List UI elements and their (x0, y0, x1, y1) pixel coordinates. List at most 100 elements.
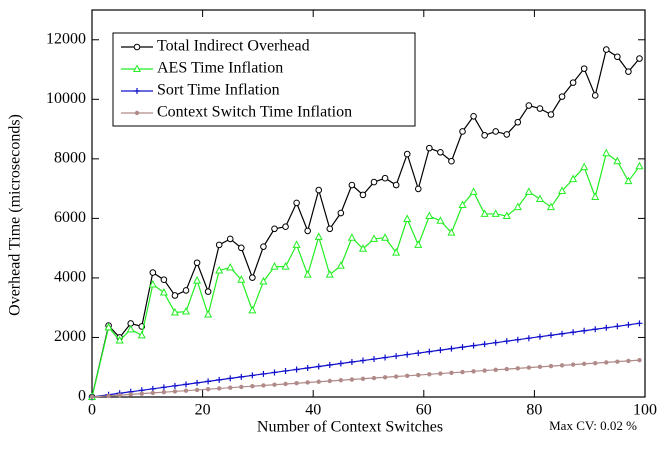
marker-shape (359, 191, 367, 199)
marker-shape (603, 324, 610, 331)
marker (459, 344, 466, 351)
marker (381, 174, 389, 182)
marker-shape (503, 338, 510, 345)
marker (449, 370, 454, 376)
marker (315, 363, 322, 370)
marker-shape (559, 363, 565, 368)
marker-shape (371, 375, 377, 381)
marker-shape (293, 199, 300, 207)
marker (104, 322, 113, 331)
marker (292, 240, 301, 248)
marker-shape (106, 393, 111, 399)
marker (249, 372, 256, 379)
marker-shape (304, 227, 311, 235)
marker-shape (193, 276, 202, 284)
marker-shape (591, 92, 599, 99)
marker-shape (249, 372, 256, 379)
marker-shape (193, 259, 201, 267)
marker (314, 232, 323, 240)
marker (294, 381, 299, 386)
marker-shape (403, 214, 412, 222)
marker (470, 342, 477, 349)
marker-shape (381, 233, 390, 241)
marker (316, 379, 321, 384)
marker (171, 382, 178, 389)
marker (427, 372, 432, 377)
marker-shape (126, 324, 135, 333)
marker-shape (194, 387, 200, 393)
marker-shape (535, 194, 544, 203)
marker (515, 366, 521, 371)
marker (149, 269, 157, 276)
x-axis-label: Number of Context Switches (257, 419, 443, 436)
marker-shape (481, 341, 488, 348)
marker-shape (636, 55, 643, 62)
marker (359, 191, 367, 199)
marker (205, 378, 212, 385)
marker-shape (215, 265, 224, 274)
marker (381, 233, 390, 241)
marker (281, 262, 290, 270)
marker-shape (591, 192, 600, 200)
marker-shape (414, 185, 422, 193)
marker-shape (403, 150, 411, 158)
marker (215, 241, 223, 249)
marker (216, 386, 222, 391)
marker-shape (338, 378, 344, 383)
marker-shape (369, 234, 379, 242)
marker-shape (171, 382, 178, 389)
marker (348, 359, 355, 366)
marker (134, 110, 140, 116)
marker (603, 324, 610, 331)
marker (636, 320, 643, 327)
marker (613, 156, 622, 165)
marker-shape (524, 187, 533, 195)
marker-shape (393, 374, 399, 379)
marker (558, 93, 566, 100)
marker (491, 209, 500, 217)
marker (460, 369, 465, 375)
marker (526, 365, 532, 370)
marker (382, 375, 388, 380)
y-axis-label: Overhead Time (microseconds) (7, 114, 24, 316)
marker (535, 194, 544, 203)
marker-shape (547, 111, 555, 118)
marker-shape (183, 381, 190, 388)
marker-shape (270, 262, 279, 270)
marker (128, 392, 133, 397)
marker-shape (149, 269, 157, 276)
marker-shape (283, 381, 288, 387)
marker (369, 234, 379, 242)
marker (547, 111, 555, 118)
marker-shape (546, 202, 556, 211)
marker-shape (226, 262, 235, 271)
marker (614, 53, 621, 61)
legend-label: AES Time Inflation (157, 60, 283, 77)
marker (559, 363, 565, 368)
marker-shape (570, 329, 577, 336)
marker-shape (602, 46, 610, 53)
marker (160, 384, 167, 391)
marker (170, 307, 179, 316)
marker-shape (469, 187, 478, 195)
marker-shape (392, 181, 400, 189)
marker (414, 185, 422, 193)
marker (194, 379, 201, 386)
marker-shape (347, 233, 356, 241)
marker (325, 270, 334, 278)
marker (416, 372, 421, 378)
marker-shape (536, 333, 543, 340)
marker-shape (205, 378, 212, 385)
marker-shape (326, 361, 333, 368)
marker (503, 131, 511, 138)
marker (415, 350, 422, 357)
marker (558, 186, 567, 194)
marker-shape (526, 365, 532, 370)
marker (271, 225, 278, 233)
legend-label: Context Switch Time Inflation (157, 104, 352, 121)
marker-shape (525, 335, 532, 342)
marker-shape (481, 132, 488, 139)
marker-shape (292, 240, 301, 248)
marker (282, 223, 289, 231)
